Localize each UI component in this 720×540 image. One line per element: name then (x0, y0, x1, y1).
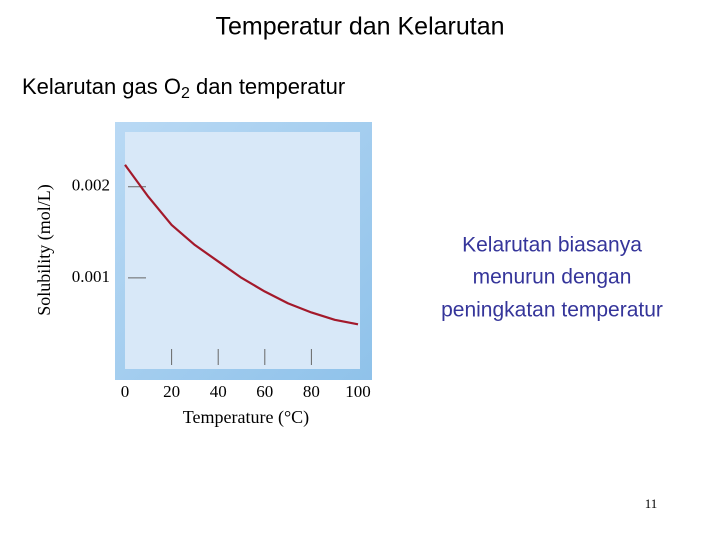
x-tick-label: 60 (256, 382, 273, 401)
slide-subtitle: Kelarutan gas O2 dan temperatur (22, 74, 345, 102)
y-axis-label: Solubility (mol/L) (34, 184, 55, 316)
x-tick-label: 20 (163, 382, 180, 401)
note-line: Kelarutan biasanya (462, 234, 642, 257)
note-line: menurun dengan (473, 266, 632, 289)
note-line: peningkatan temperatur (441, 299, 663, 322)
subtitle-subscript: 2 (181, 85, 190, 102)
x-tick-label: 40 (210, 382, 227, 401)
x-tick-label: 0 (121, 382, 130, 401)
x-tick-label: 100 (345, 382, 371, 401)
subtitle-text: dan temperatur (190, 74, 345, 99)
x-tick-label: 80 (303, 382, 320, 401)
plot-area (125, 132, 360, 369)
slide-title: Temperatur dan Kelarutan (215, 13, 504, 41)
y-tick-label: 0.001 (72, 267, 110, 286)
page-number: 11 (645, 496, 658, 511)
subtitle-text: Kelarutan gas O (22, 74, 181, 99)
y-tick-label: 0.002 (72, 176, 110, 195)
data-line (124, 164, 359, 326)
x-axis-label: Temperature (°C) (183, 407, 309, 428)
